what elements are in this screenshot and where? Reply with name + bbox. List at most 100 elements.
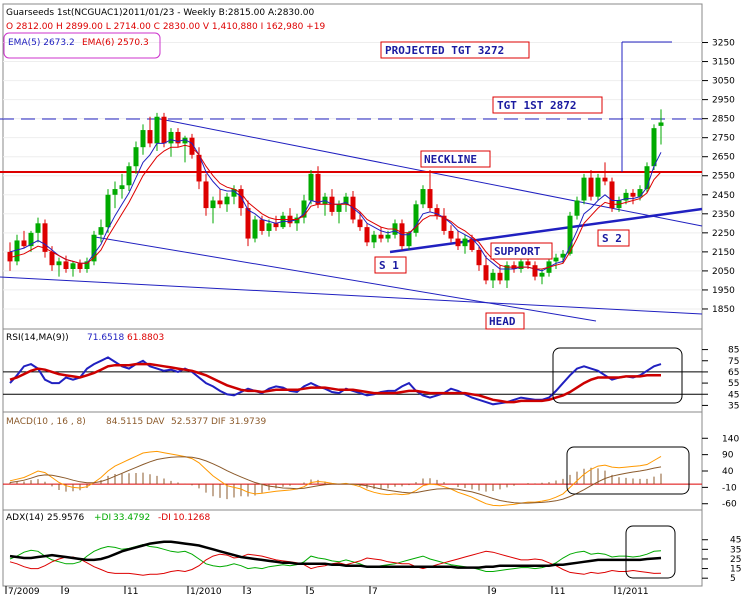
candle-body	[343, 196, 349, 205]
ema-legend-box	[3, 32, 161, 59]
candle-body	[98, 227, 104, 235]
price-tick-label: 2550	[712, 172, 735, 182]
x-tick-label: 11	[554, 587, 565, 596]
candle-body	[161, 116, 167, 144]
x-tick-label: 11	[127, 587, 138, 596]
annotation-neckline: NECKLINE	[420, 150, 491, 168]
candle-body	[189, 137, 195, 155]
annotation-projected: PROJECTED TGT 3272	[380, 41, 530, 59]
candle-body	[154, 116, 160, 144]
candle-body	[574, 200, 580, 216]
dav-line	[9, 456, 662, 504]
candle-body	[406, 232, 412, 247]
candle-body	[476, 249, 482, 266]
candle-body	[63, 261, 69, 269]
dav-label: DAV	[146, 417, 165, 427]
candle-body	[147, 130, 153, 144]
support-label: SUPPORT	[494, 245, 541, 258]
candle-body	[308, 173, 314, 201]
candle-body	[441, 215, 447, 231]
dif-value: 31.9739	[229, 417, 266, 427]
candle-body	[504, 265, 510, 281]
candle-body	[497, 272, 503, 281]
candle-body	[434, 208, 440, 216]
adx-title: ADX(14)	[6, 513, 44, 523]
candle-body	[357, 219, 363, 228]
price-tick-label: 3150	[712, 58, 735, 68]
x-tick-label: 9	[491, 587, 497, 596]
price-tick-label: 1950	[712, 286, 735, 296]
price-tick-label: 2450	[712, 191, 735, 201]
adx-panel-frame	[2, 509, 703, 587]
candle-body	[210, 200, 216, 209]
price-tick-label: 3050	[712, 77, 735, 87]
candle-body	[483, 265, 489, 281]
candle-body	[168, 131, 174, 144]
candle-body	[518, 261, 524, 269]
price-tick-label: 2050	[712, 267, 735, 277]
lower-channel-line	[0, 276, 703, 315]
adx-tick-label: 5	[730, 574, 736, 584]
candle-body	[217, 200, 223, 205]
candle-body	[28, 232, 34, 247]
candle-body	[35, 223, 41, 233]
candle-body	[630, 192, 636, 197]
candle-body	[252, 219, 258, 239]
price-tick-label: 1850	[712, 305, 735, 315]
candle-body	[448, 230, 454, 239]
candle-body	[602, 177, 608, 182]
rsi-tick-label: 85	[728, 346, 739, 356]
candle-body	[14, 240, 20, 262]
candle-body	[623, 192, 629, 201]
annotation-s1: S 1	[374, 256, 407, 274]
price-y-axis: 1850 1950 2050 2150 2250 2350 2450 2550 2650 2750…	[702, 39, 735, 315]
candle-body	[126, 166, 132, 186]
rsi-highlight-box	[552, 347, 683, 404]
rsi-tick-label: 75	[728, 357, 739, 367]
mdi-value: 10.1268	[173, 513, 210, 523]
candle-body	[112, 189, 118, 195]
candle-body	[462, 238, 468, 247]
x-tick-label: 7/2009	[8, 587, 40, 596]
candle-body	[385, 234, 391, 239]
trendlines	[0, 41, 703, 322]
candle-body	[651, 128, 657, 167]
candle-body	[301, 200, 307, 218]
s2-label: S 2	[602, 232, 622, 245]
head-label: HEAD	[489, 315, 516, 328]
candle-body	[133, 147, 139, 167]
candle-body	[455, 238, 461, 247]
candle-body	[42, 223, 48, 252]
candle-body	[427, 189, 433, 209]
candle-body	[532, 265, 538, 277]
rsi-tick-label: 55	[728, 379, 739, 389]
rsi-title: RSI(14,MA(9))	[6, 333, 69, 343]
x-tick-label: 7	[372, 587, 378, 596]
annotation-tgt1: TGT 1ST 2872	[492, 96, 603, 114]
adx-tick-label: 45	[730, 536, 741, 546]
candle-body	[420, 189, 426, 205]
macd-tick-label: -10	[722, 483, 737, 493]
candle-body	[658, 122, 664, 126]
candle-body	[175, 131, 181, 144]
rsi-tick-label: 45	[728, 390, 739, 400]
candle-body	[525, 261, 531, 266]
candle-body	[595, 177, 601, 197]
macd-tick-label: 90	[722, 451, 734, 461]
candle-body	[336, 204, 342, 212]
pdi-value: 33.4792	[113, 513, 150, 523]
price-tick-label: 2150	[712, 248, 735, 258]
x-tick-label: 9	[64, 587, 70, 596]
candle-body	[371, 234, 377, 243]
dav-value: 52.5377	[171, 417, 208, 427]
candle-body	[553, 257, 559, 262]
candle-body	[245, 208, 251, 239]
adx-line	[9, 540, 662, 569]
macd-title: MACD(10 , 16 , 8)	[6, 417, 86, 427]
macd-tick-label: 140	[722, 434, 739, 444]
rsi-tick-label: 35	[728, 401, 739, 411]
candle-body	[609, 181, 615, 209]
